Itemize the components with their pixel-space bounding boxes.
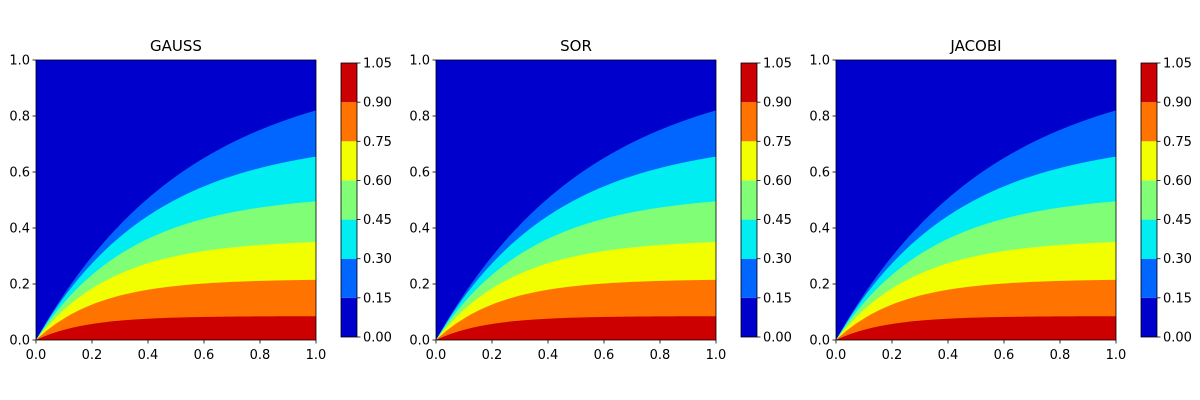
- colorbar-segment: [741, 63, 757, 103]
- colorbar-segment: [341, 63, 357, 103]
- colorbar-tick-label: 1.05: [763, 57, 792, 72]
- x-tick-label: 1.0: [306, 348, 327, 363]
- x-tick-label: 0.4: [538, 348, 559, 363]
- colorbar-tick-label: 0.30: [763, 252, 792, 267]
- x-tick-label: 0.4: [938, 348, 959, 363]
- panel-title: GAUSS: [150, 37, 202, 55]
- colorbar-segment: [1141, 219, 1157, 259]
- colorbar-segment: [341, 141, 357, 181]
- colorbar-tick-label: 0.90: [1163, 96, 1192, 111]
- x-tick-label: 0.8: [250, 348, 271, 363]
- colorbar-segment: [741, 258, 757, 298]
- x-tick-label: 0.6: [194, 348, 215, 363]
- y-tick-label: 0.8: [409, 110, 430, 125]
- contour-band-6: [836, 316, 1116, 340]
- axes-frame: [35, 59, 317, 341]
- y-tick-label: 0.6: [9, 166, 30, 181]
- colorbar-segment: [741, 180, 757, 220]
- colorbar-segment: [741, 141, 757, 181]
- y-tick-label: 0.0: [9, 334, 30, 349]
- colorbar-tick-label: 0.75: [1163, 135, 1192, 150]
- x-tick-label: 0.2: [82, 348, 103, 363]
- y-tick-label: 0.8: [809, 110, 830, 125]
- colorbar-segment: [1141, 102, 1157, 142]
- x-tick-label: 0.0: [26, 348, 47, 363]
- colorbar-tick-label: 0.60: [363, 174, 392, 189]
- colorbar-segment: [741, 219, 757, 259]
- x-tick-label: 0.4: [138, 348, 159, 363]
- colorbar-segment: [1141, 258, 1157, 298]
- colorbar-segment: [1141, 297, 1157, 337]
- colorbar-segment: [1141, 141, 1157, 181]
- colorbar-frame: [340, 62, 358, 338]
- colorbar-segment: [1141, 180, 1157, 220]
- colorbar-tick-label: 0.15: [763, 291, 792, 306]
- x-tick-label: 0.0: [426, 348, 447, 363]
- x-tick-label: 1.0: [706, 348, 727, 363]
- colorbar-tick-label: 1.05: [1163, 57, 1192, 72]
- colorbar-segment: [741, 102, 757, 142]
- colorbar-segment: [341, 258, 357, 298]
- x-tick-label: 0.8: [650, 348, 671, 363]
- y-tick-label: 0.4: [809, 222, 830, 237]
- colorbar-segment: [341, 180, 357, 220]
- colorbar-tick-label: 0.15: [363, 291, 392, 306]
- y-tick-label: 0.4: [9, 222, 30, 237]
- y-tick-label: 1.0: [809, 54, 830, 69]
- colorbar-frame: [740, 62, 758, 338]
- colorbar-tick-label: 0.15: [1163, 291, 1192, 306]
- colorbar-tick-label: 0.30: [1163, 252, 1192, 267]
- panel-title: SOR: [560, 37, 592, 55]
- y-tick-label: 1.0: [409, 54, 430, 69]
- contour-panel-3: 0.0 0.2 0.4 0.6 0.8 1.0 0.0 0.2 0.4 0.6 0.8 1.0 JACO…: [809, 37, 1192, 363]
- y-tick-label: 1.0: [9, 54, 30, 69]
- colorbar-tick-label: 0.00: [763, 331, 792, 346]
- contour-panel-1: 0.0 0.2 0.4 0.6 0.8 1.0 0.0 0.2 0.4 0.6 0.8 1.0 GAUS…: [9, 37, 392, 363]
- y-tick-label: 0.8: [9, 110, 30, 125]
- x-tick-label: 0.2: [482, 348, 503, 363]
- x-tick-label: 0.0: [826, 348, 847, 363]
- colorbar-segment: [741, 297, 757, 337]
- colorbar-tick-label: 0.75: [763, 135, 792, 150]
- y-tick-label: 0.4: [409, 222, 430, 237]
- colorbar-tick-label: 0.60: [763, 174, 792, 189]
- x-tick-label: 0.6: [994, 348, 1015, 363]
- x-tick-label: 1.0: [1106, 348, 1127, 363]
- colorbar-tick-label: 0.60: [1163, 174, 1192, 189]
- colorbar-tick-label: 0.90: [763, 96, 792, 111]
- contour-band-6: [436, 316, 716, 340]
- contour-band-6: [36, 316, 316, 340]
- colorbar-tick-label: 0.30: [363, 252, 392, 267]
- x-tick-label: 0.6: [594, 348, 615, 363]
- colorbar-tick-label: 0.45: [763, 213, 792, 228]
- y-tick-label: 0.2: [409, 278, 430, 293]
- y-tick-label: 0.6: [409, 166, 430, 181]
- colorbar-segment: [341, 297, 357, 337]
- colorbar-tick-label: 0.45: [1163, 213, 1192, 228]
- colorbar-tick-label: 0.00: [363, 331, 392, 346]
- panel-title: JACOBI: [949, 37, 1001, 55]
- y-tick-label: 0.0: [409, 334, 430, 349]
- contour-panel-2: 0.0 0.2 0.4 0.6 0.8 1.0 0.0 0.2 0.4 0.6 0.8 1.0 SOR 0…: [409, 37, 792, 363]
- x-tick-label: 0.8: [1050, 348, 1071, 363]
- y-tick-label: 0.0: [809, 334, 830, 349]
- x-tick-label: 0.2: [882, 348, 903, 363]
- colorbar-tick-label: 0.00: [1163, 331, 1192, 346]
- colorbar-frame: [1140, 62, 1158, 338]
- y-tick-label: 0.2: [9, 278, 30, 293]
- colorbar-segment: [1141, 63, 1157, 103]
- y-tick-label: 0.6: [809, 166, 830, 181]
- axes-frame: [435, 59, 717, 341]
- colorbar-segment: [341, 219, 357, 259]
- colorbar-tick-label: 0.75: [363, 135, 392, 150]
- colorbar-tick-label: 1.05: [363, 57, 392, 72]
- axes-frame: [835, 59, 1117, 341]
- y-tick-label: 0.2: [809, 278, 830, 293]
- colorbar-tick-label: 0.90: [363, 96, 392, 111]
- colorbar-tick-label: 0.45: [363, 213, 392, 228]
- colorbar-segment: [341, 102, 357, 142]
